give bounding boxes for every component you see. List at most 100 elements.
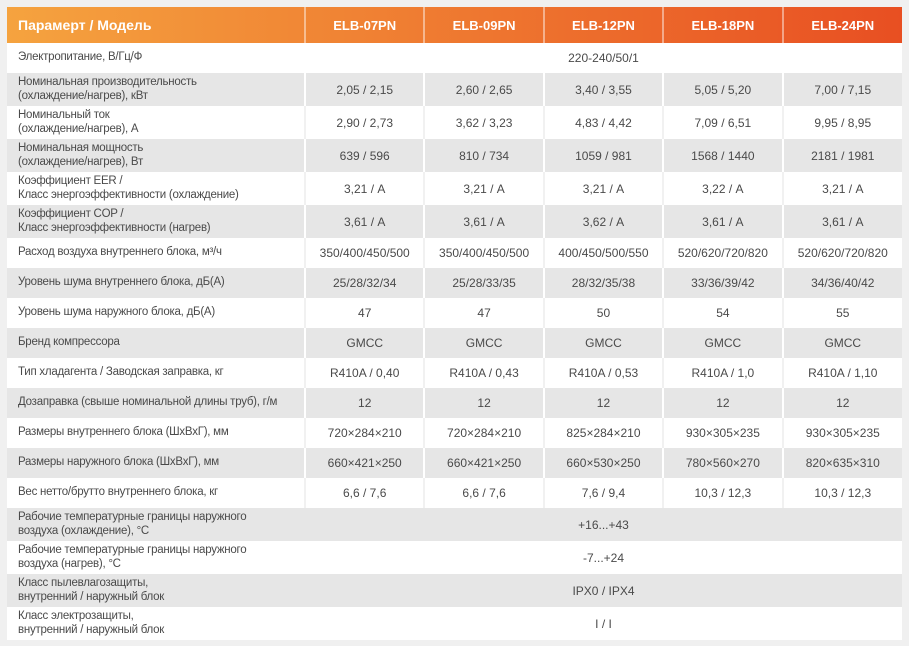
value-cell: 2,05 / 2,15 [305,73,426,106]
value-cell: 12 [663,388,784,418]
table-row: Уровень шума наружного блока, дБ(А) 47 47 5… [7,298,902,328]
model-header-elb-07pn: ELB-07PN [305,7,426,43]
value-cell: 7,6 / 9,4 [543,478,665,508]
header-row: Парамерт / Модель ELB-07PN ELB-09PN ELB-… [7,7,902,43]
param-label-cell: Класс пылевлагозащиты, внутренний / нару… [18,577,165,603]
value-cell: 1059 / 981 [543,139,665,172]
value-cell: 720×284×210 [305,418,426,448]
value-cell: 12 [543,388,665,418]
table-row: Рабочие температурные границы наружного … [7,508,902,541]
value-cell: 33/36/39/42 [663,268,784,298]
value-cell: 3,61 / А [663,205,784,238]
value-cell: 3,21 / А [305,172,426,205]
value-cell: 3,22 / А [663,172,784,205]
param-label-cell: Уровень шума внутреннего блока, дБ(А) [7,268,306,298]
value-cell: 660×421×250 [305,448,426,478]
value-cell: 34/36/40/42 [811,276,875,290]
param-label-cell: Дозаправка (свыше номинальной длины труб… [7,388,306,418]
value-cell: 350/400/450/500 [305,238,426,268]
value-cell: 3,61 / А [424,205,545,238]
value-cell: 3,21 / А [424,172,545,205]
span-value-cell: +16...+43 [578,517,629,532]
value-cell: 820×635×310 [805,456,880,470]
value-cell: 660×530×250 [543,448,665,478]
table-row: Класс электрозащиты, внутренний / наружн… [7,607,902,640]
value-cell: GMCC [305,328,426,358]
param-label-cell: Номинальная мощность (охлаждение/нагрев)… [7,139,306,172]
param-model-header: Парамерт / Модель [7,7,306,43]
value-cell: 930×305×235 [663,418,784,448]
value-cell: 2,60 / 2,65 [424,73,545,106]
span-value-cell: 220-240/50/1 [568,51,639,65]
param-label-cell: Уровень шума наружного блока, дБ(А) [7,298,306,328]
table-row: Электропитание, В/Гц/Ф 220-240/50/1 [7,43,902,73]
value-cell: 47 [424,298,545,328]
value-cell: GMCC [824,336,862,350]
value-cell: 50 [543,298,665,328]
table-row: Уровень шума внутреннего блока, дБ(А) 25/… [7,268,902,298]
table-row: Размеры внутреннего блока (ШхВхГ), мм 720… [7,418,902,448]
value-cell: 520/620/720/820 [663,238,784,268]
value-cell: 810 / 734 [424,139,545,172]
value-cell: 660×421×250 [424,448,545,478]
value-cell: 2181 / 1981 [811,148,875,163]
value-cell: 12 [424,388,545,418]
model-header-elb-24pn: ELB-24PN [811,17,875,33]
table-row: Класс пылевлагозащиты, внутренний / нару… [7,574,902,607]
param-label-cell: Бренд компрессора [7,328,306,358]
param-label-cell: Номинальный ток (охлаждение/нагрев), А [7,106,306,139]
table-row: Номинальная производительность (охлажден… [7,73,902,106]
spec-table-header: Парамерт / Модель ELB-07PN ELB-09PN ELB-… [7,7,902,43]
value-cell: 28/32/35/38 [543,268,665,298]
value-cell: GMCC [424,328,545,358]
value-cell: GMCC [543,328,665,358]
value-cell: R410A / 0,40 [305,358,426,388]
model-header-elb-09pn: ELB-09PN [424,7,545,43]
value-cell: 6,6 / 7,6 [305,478,426,508]
param-label-cell: Рабочие температурные границы наружного … [18,544,247,570]
table-row: Номинальный ток (охлаждение/нагрев), А 2,… [7,106,902,139]
value-cell: 55 [836,306,850,320]
value-cell: R410A / 0,53 [543,358,665,388]
value-cell: 720×284×210 [424,418,545,448]
value-cell: 3,62 / 3,23 [424,106,545,139]
model-header-elb-18pn: ELB-18PN [663,7,784,43]
param-label-cell: Рабочие температурные границы наружного … [18,511,247,537]
spec-table-body: Электропитание, В/Гц/Ф 220-240/50/1 Номина… [7,43,902,640]
table-row: Вес нетто/брутто внутреннего блока, кг 6,… [7,478,902,508]
value-cell: 10,3 / 12,3 [663,478,784,508]
value-cell: 3,40 / 3,55 [543,73,665,106]
value-cell: 7,09 / 6,51 [663,106,784,139]
value-cell: 3,62 / А [543,205,665,238]
table-row: Коэффициент EER / Класс энергоэффективно… [7,172,902,205]
param-label-cell: Номинальная производительность (охлажден… [7,73,306,106]
table-row: Коэффициент COP / Класс энергоэффективно… [7,205,902,238]
param-label-cell: Размеры наружного блока (ШхВхГ), мм [7,448,306,478]
param-label-cell: Коэффициент EER / Класс энергоэффективно… [7,172,306,205]
param-label-cell: Расход воздуха внутреннего блока, м³/ч [7,238,306,268]
param-label-cell: Вес нетто/брутто внутреннего блока, кг [7,478,306,508]
param-label-cell: Класс электрозащиты, внутренний / наружн… [18,610,165,636]
table-row: Номинальная мощность (охлаждение/нагрев)… [7,139,902,172]
value-cell: 3,61 / А [305,205,426,238]
value-cell: 12 [305,388,426,418]
value-cell: 520/620/720/820 [797,246,888,260]
value-cell: 780×560×270 [663,448,784,478]
table-row: Бренд компрессора GMCC GMCC GMCC GMCC GMCC [7,328,902,358]
table-row: Дозаправка (свыше номинальной длины труб… [7,388,902,418]
value-cell: 54 [663,298,784,328]
value-cell: 400/450/500/550 [543,238,665,268]
table-row: Размеры наружного блока (ШхВхГ), мм 660×4… [7,448,902,478]
value-cell: 639 / 596 [305,139,426,172]
value-cell: 2,90 / 2,73 [305,106,426,139]
value-cell: GMCC [663,328,784,358]
model-header-elb-12pn: ELB-12PN [543,7,665,43]
param-label-cell: Коэффициент COP / Класс энергоэффективно… [7,205,306,238]
value-cell: 3,21 / А [822,181,864,196]
value-cell: R410A / 1,0 [663,358,784,388]
param-label-cell: Размеры внутреннего блока (ШхВхГ), мм [7,418,306,448]
value-cell: 10,3 / 12,3 [814,486,872,500]
value-cell: 6,6 / 7,6 [424,478,545,508]
value-cell: 5,05 / 5,20 [663,73,784,106]
